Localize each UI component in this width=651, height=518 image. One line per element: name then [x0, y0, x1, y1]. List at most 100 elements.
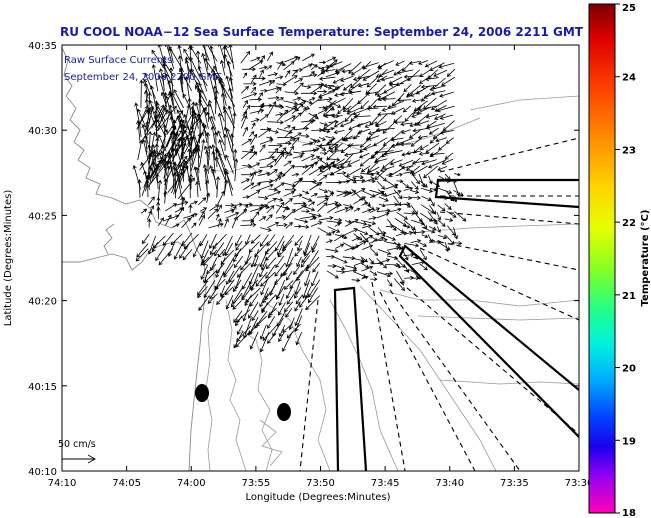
current-vector [266, 205, 275, 214]
current-vector [326, 59, 338, 69]
current-vector [285, 221, 293, 229]
current-vector [364, 121, 378, 128]
current-vector [344, 268, 358, 273]
current-vector [301, 196, 313, 202]
current-vector [352, 75, 370, 82]
current-vector [203, 280, 216, 299]
current-vector [317, 89, 328, 94]
current-vector [294, 301, 301, 312]
current-vector [301, 154, 315, 162]
current-vector [294, 247, 303, 257]
current-vector [376, 90, 388, 97]
current-vector [346, 99, 363, 113]
current-vector [231, 216, 238, 229]
current-vector [248, 60, 264, 70]
current-vector [310, 192, 318, 197]
current-vector [285, 271, 293, 281]
current-vector [235, 330, 251, 348]
current-vector [341, 69, 352, 74]
x-tick-label: 74:00 [177, 478, 206, 489]
current-vector [229, 133, 235, 161]
current-vector [215, 263, 225, 274]
current-vector [396, 270, 405, 285]
current-vector [147, 218, 152, 228]
current-vector [348, 122, 363, 131]
current-vector [410, 181, 419, 190]
current-vector [331, 114, 343, 119]
current-vector [317, 108, 328, 114]
current-vector [351, 236, 361, 242]
current-vector [394, 264, 402, 269]
current-vector [210, 68, 217, 85]
current-vector [215, 176, 221, 198]
current-vector [215, 156, 227, 182]
current-vector [243, 72, 248, 79]
current-vector [360, 165, 371, 173]
current-vector [340, 153, 354, 168]
current-vector [359, 235, 374, 244]
current-vector [406, 157, 421, 171]
current-vector [225, 211, 240, 219]
current-vector [201, 249, 209, 264]
current-vector [284, 115, 296, 123]
current-vector [177, 125, 189, 145]
current-vector [403, 186, 414, 191]
current-vector [187, 176, 193, 199]
current-vector [359, 152, 370, 159]
current-vector [188, 135, 195, 158]
current-vector [334, 92, 345, 97]
current-vector [175, 200, 189, 206]
current-vector [390, 107, 405, 115]
current-vector [453, 241, 463, 246]
current-vector [258, 216, 267, 222]
current-vector [268, 101, 277, 115]
current-vector [242, 163, 252, 169]
current-vector [225, 75, 234, 99]
current-vector [361, 62, 379, 70]
current-vector [438, 143, 446, 151]
current-vector [136, 243, 149, 258]
current-vector [198, 214, 206, 226]
current-vector [151, 49, 165, 70]
current-vector [302, 53, 315, 62]
current-vector [318, 188, 329, 194]
current-vector [139, 79, 144, 108]
current-vector [431, 90, 446, 96]
current-vector [157, 217, 164, 227]
station-marker [277, 403, 291, 421]
current-vector [318, 143, 335, 148]
current-vector [334, 264, 346, 271]
current-vector [284, 301, 294, 313]
current-vector [277, 248, 287, 258]
current-vector [301, 209, 311, 214]
current-vector [250, 234, 261, 244]
current-vector [148, 153, 158, 188]
current-vector [227, 105, 234, 123]
current-vector [241, 172, 254, 177]
current-vector [292, 193, 303, 198]
current-vector [327, 157, 341, 162]
current-vector [233, 248, 242, 263]
current-vector [267, 86, 280, 92]
current-vector [326, 56, 337, 62]
current-vector [232, 279, 242, 293]
current-vector [431, 99, 447, 110]
current-vector [225, 203, 235, 208]
current-vector [214, 95, 225, 122]
current-vector [368, 216, 377, 221]
current-vector [189, 56, 200, 77]
current-vector [359, 157, 371, 167]
current-vector [410, 189, 420, 194]
current-vector [180, 196, 186, 212]
current-vector [370, 170, 381, 176]
current-vector [454, 172, 461, 177]
current-vector [223, 126, 233, 153]
current-vector [292, 100, 307, 108]
current-vector [267, 332, 277, 344]
scale-arrow [62, 454, 96, 464]
current-vector [411, 98, 422, 103]
current-vector [208, 222, 224, 229]
current-vector [174, 141, 191, 171]
current-vector [209, 45, 218, 72]
current-vector [211, 150, 216, 174]
